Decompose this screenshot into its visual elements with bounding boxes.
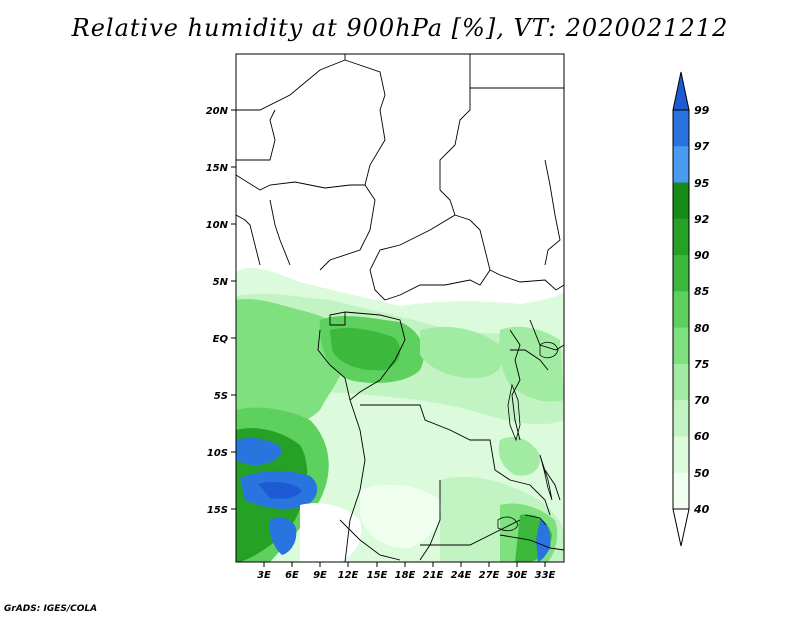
colorbar-segment	[673, 436, 689, 474]
lat-label: 15N	[206, 163, 229, 174]
colorbar-frame	[672, 109, 690, 510]
colorbar-label: 97	[694, 140, 710, 153]
lat-ticks	[231, 109, 236, 510]
lake-outlines	[497, 341, 559, 532]
colorbar-label: 40	[693, 503, 710, 516]
lat-label: 5S	[214, 391, 228, 402]
colorbar-label: 75	[694, 358, 710, 371]
lat-label: 5N	[213, 277, 229, 288]
lon-label: 6E	[285, 570, 299, 581]
colorbar-segment	[673, 327, 689, 365]
humidity-field	[236, 54, 564, 562]
colorbar-label: 80	[694, 322, 710, 335]
lon-labels: 3E 6E 9E 12E 15E 18E 21E 24E 27E 30E 33E	[257, 570, 555, 581]
colorbar-segment	[673, 218, 689, 256]
lon-label: 12E	[338, 570, 359, 581]
colorbar-segment	[673, 182, 689, 220]
colorbar-label: 90	[694, 249, 710, 262]
colorbar-segment	[673, 400, 689, 437]
colorbar-label: 92	[694, 213, 710, 226]
colorbar-labels: 99 97 95 92 90 85 80 75 70 60 50 40	[693, 104, 710, 516]
colorbar-segment	[673, 110, 689, 147]
colorbar-label: 95	[694, 177, 710, 190]
colorbar-label: 85	[694, 285, 710, 298]
colorbar-segment	[673, 146, 689, 184]
colorbar-label: 99	[694, 104, 710, 117]
lat-labels: 20N 15N 10N 5N EQ 5S 10S 15S	[206, 106, 229, 516]
lat-label: 15S	[207, 505, 228, 516]
lat-label: 20N	[206, 106, 229, 117]
colorbar-bottom-triangle	[672, 508, 690, 547]
colorbar-segment	[673, 291, 689, 329]
lon-ticks	[263, 562, 546, 567]
lat-label: 10N	[206, 220, 229, 231]
colorbar-top-triangle	[672, 71, 690, 111]
lon-label: 30E	[507, 570, 528, 581]
lon-label: 15E	[367, 570, 388, 581]
colorbar-segment	[673, 472, 689, 510]
country-borders	[236, 54, 564, 562]
lon-label: 9E	[313, 570, 327, 581]
colorbar-label: 60	[694, 430, 710, 443]
lon-label: 24E	[451, 570, 472, 581]
colorbar: 99 97 95 92 90 85 80 75 70 60 50 40	[672, 71, 710, 547]
colorbar-segment	[673, 255, 689, 292]
lat-label: 10S	[207, 448, 228, 459]
colorbar-label: 50	[694, 467, 710, 480]
footer-credit: GrADS: IGES/COLA	[4, 604, 98, 614]
lon-label: 3E	[257, 570, 271, 581]
lon-label: 33E	[535, 570, 556, 581]
colorbar-segments	[673, 110, 689, 510]
colorbar-label: 70	[694, 394, 710, 407]
lat-label: EQ	[213, 334, 229, 345]
lon-label: 18E	[395, 570, 416, 581]
colorbar-segment	[673, 363, 689, 401]
lon-label: 27E	[479, 570, 500, 581]
lon-label: 21E	[423, 570, 444, 581]
chart-title: Relative humidity at 900hPa [%], VT: 202…	[71, 14, 729, 42]
map-frame	[235, 53, 565, 563]
